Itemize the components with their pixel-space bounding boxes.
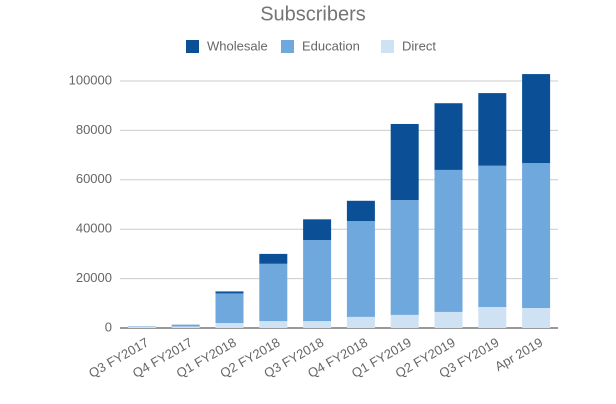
y-tick-label: 0	[105, 319, 112, 334]
bar-segment	[434, 311, 463, 328]
bar-segment	[127, 326, 156, 328]
x-tick-label: Apr 2019	[492, 335, 545, 374]
y-tick-label: 80000	[76, 122, 112, 137]
bar-segment	[215, 293, 244, 324]
bar-segment	[346, 200, 375, 222]
bar-segment	[390, 314, 419, 328]
bar-segment	[259, 263, 288, 322]
chart-title: Subscribers	[260, 3, 366, 25]
bar-segment	[171, 325, 200, 327]
legend-label: Direct	[402, 38, 436, 53]
bar-segment	[434, 103, 463, 170]
bar-segment	[215, 323, 244, 328]
bar-segment	[346, 221, 375, 317]
bar-segment	[259, 253, 288, 264]
y-tick-label: 60000	[76, 171, 112, 186]
y-tick-label: 20000	[76, 270, 112, 285]
legend-swatch	[186, 40, 199, 53]
bar-segment	[390, 123, 419, 201]
bar-segment	[346, 316, 375, 328]
bar-segment	[522, 163, 551, 308]
bar-segment	[478, 165, 507, 308]
bar-segment	[171, 326, 200, 328]
y-tick-label: 40000	[76, 221, 112, 236]
bar-segment	[303, 240, 332, 322]
bar-segment	[522, 74, 551, 164]
bar-segment	[303, 321, 332, 328]
bar-segment	[478, 93, 507, 166]
y-tick-label: 100000	[69, 72, 112, 87]
legend-swatch	[281, 40, 294, 53]
bar-segment	[259, 321, 288, 328]
legend-label: Education	[302, 38, 360, 53]
legend-swatch	[381, 40, 394, 53]
bar-segment	[478, 307, 507, 328]
bar-segment	[522, 307, 551, 328]
bar-segment	[434, 169, 463, 312]
legend-label: Wholesale	[207, 38, 268, 53]
bar-segment	[303, 219, 332, 241]
bar-segment	[390, 200, 419, 315]
bar-segment	[215, 291, 244, 294]
